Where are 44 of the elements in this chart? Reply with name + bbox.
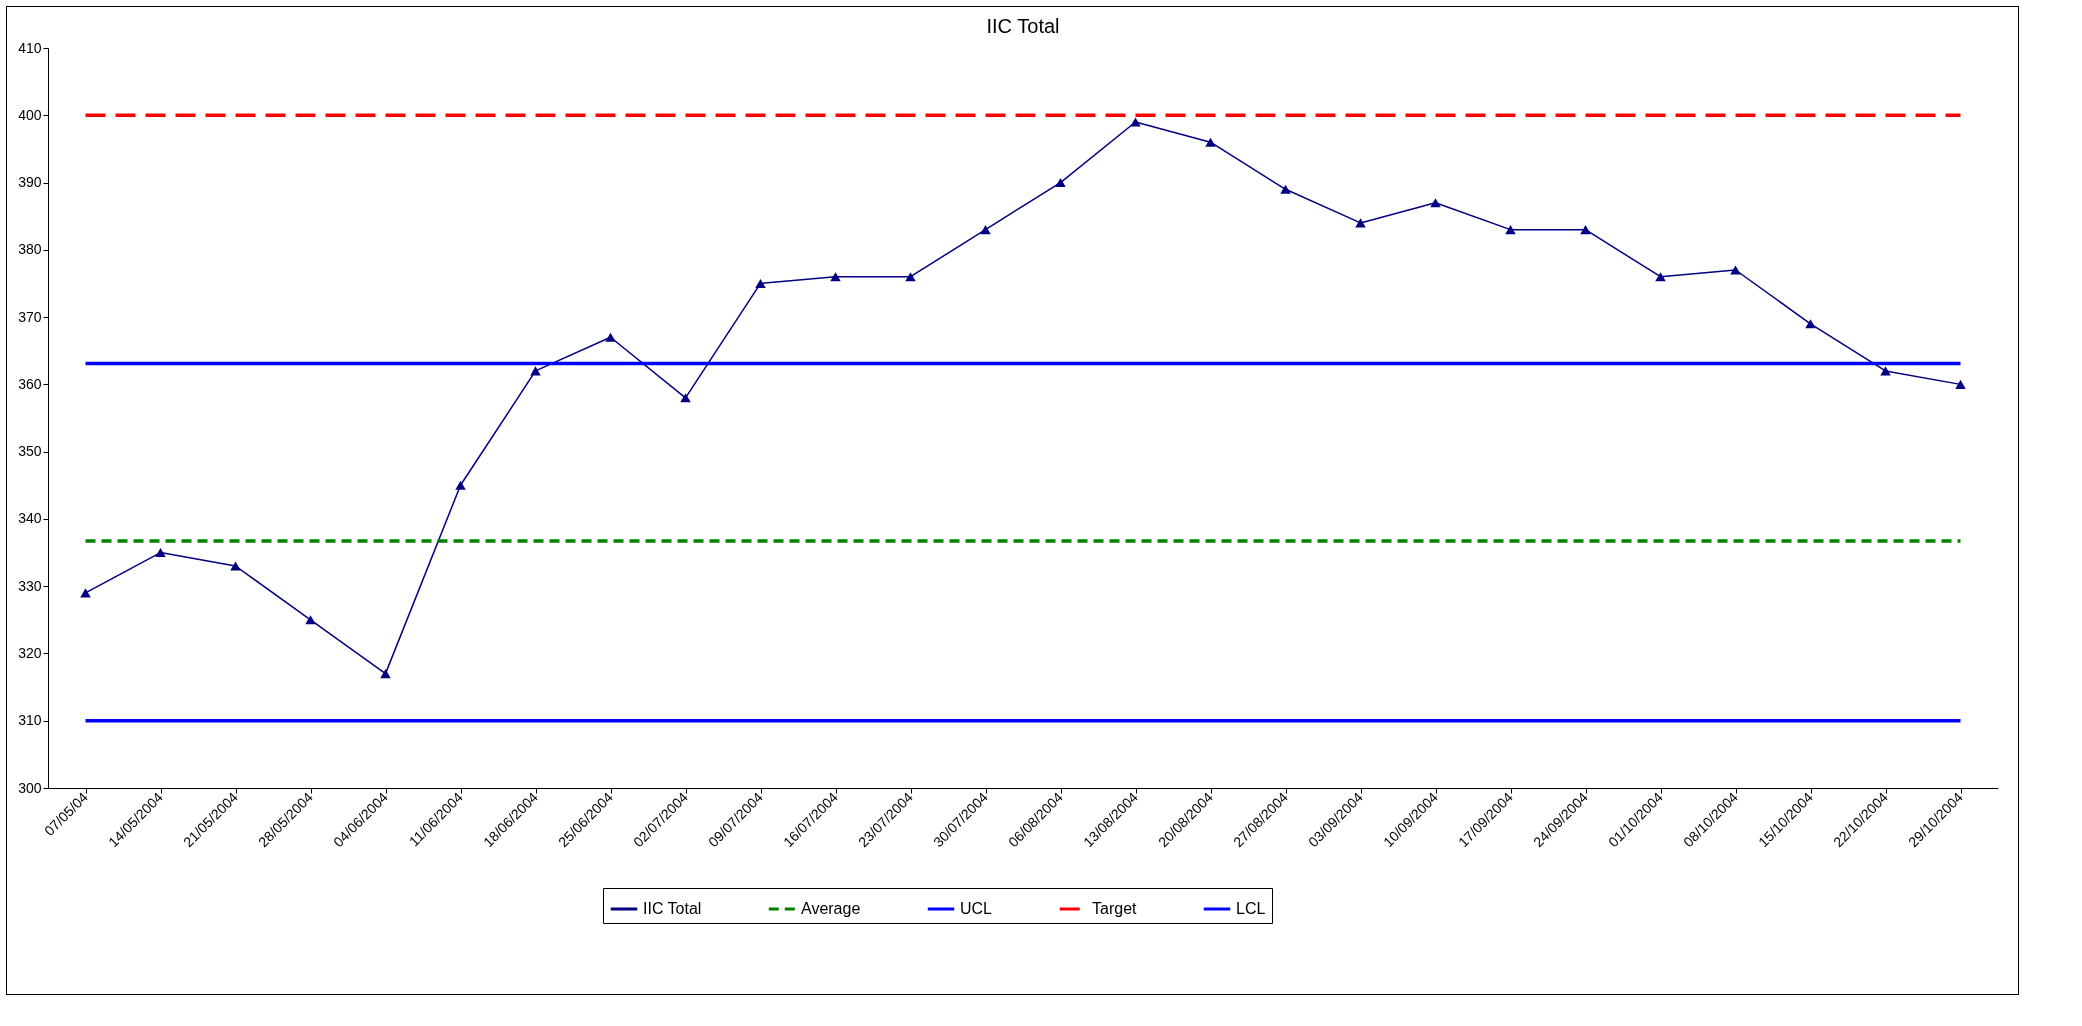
point <box>1580 225 1591 235</box>
y-tick-label: 410 <box>18 39 42 56</box>
y-tick-label: 390 <box>18 174 42 191</box>
point <box>1730 265 1741 275</box>
legend-label: Target <box>1092 900 1138 917</box>
y-tick-label: 360 <box>18 375 42 392</box>
point <box>980 225 991 235</box>
point <box>1055 178 1066 188</box>
point <box>230 561 241 571</box>
point <box>1355 218 1366 228</box>
point <box>1505 225 1516 235</box>
point <box>1430 198 1441 208</box>
point <box>1655 272 1666 282</box>
point <box>455 480 466 490</box>
point <box>905 272 916 282</box>
y-tick-label: 380 <box>18 241 42 258</box>
point <box>530 366 541 376</box>
point <box>305 615 316 625</box>
point <box>680 393 691 403</box>
y-tick-label: 340 <box>18 510 42 527</box>
y-tick-label: 350 <box>18 443 42 460</box>
legend-label: UCL <box>960 900 993 917</box>
point <box>755 278 766 288</box>
point <box>380 669 391 679</box>
y-tick-label: 370 <box>18 308 42 325</box>
point <box>1130 117 1141 127</box>
point <box>605 332 616 342</box>
point <box>80 588 91 598</box>
chart-title: IIC Total <box>986 15 1060 37</box>
point <box>1955 379 1966 389</box>
y-tick-label: 330 <box>18 577 42 594</box>
point <box>830 272 841 282</box>
y-tick-label: 320 <box>18 644 42 661</box>
legend-label: LCL <box>1236 900 1266 917</box>
legend-label: Average <box>801 900 861 917</box>
legend-label: IIC Total <box>643 900 702 917</box>
y-tick-label: 300 <box>18 779 42 796</box>
point <box>155 548 166 558</box>
y-tick-label: 310 <box>18 712 42 729</box>
point <box>1205 137 1216 147</box>
point <box>1805 319 1816 329</box>
y-tick-label: 400 <box>18 106 42 123</box>
point <box>1880 366 1891 376</box>
point <box>1280 184 1291 194</box>
